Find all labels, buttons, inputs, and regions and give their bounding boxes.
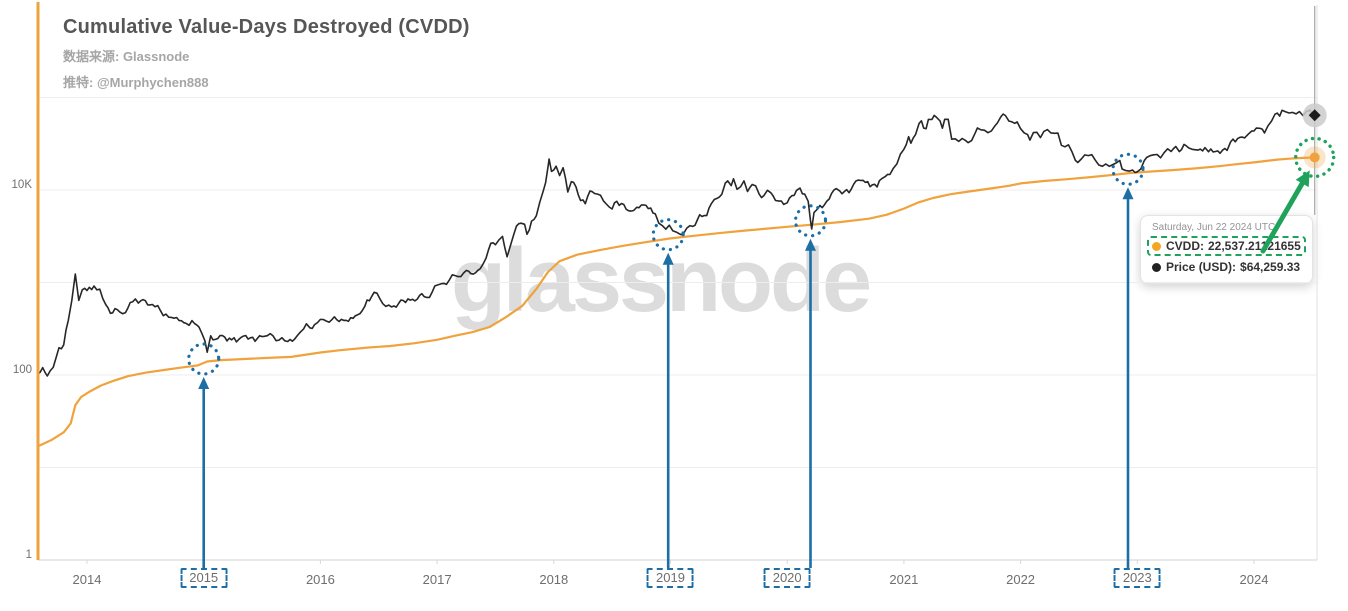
- annotation-dotted-circle-2023: [1111, 152, 1145, 186]
- chart-header: Cumulative Value-Days Destroyed (CVDD) 数…: [63, 16, 470, 91]
- chart-title: Cumulative Value-Days Destroyed (CVDD): [63, 16, 470, 38]
- annotation-dotted-circle-2015: [187, 342, 221, 376]
- y-tick-label-10K: 10K: [12, 179, 33, 191]
- annotation-dotted-circle-2020: [793, 204, 828, 238]
- data-source-line: 数据来源: Glassnode: [63, 49, 190, 64]
- tooltip-cvdd-value: 22,537.21121655: [1208, 239, 1301, 253]
- cvdd-endpoint-dotted-ring: [1293, 136, 1336, 179]
- tooltip-price-label: Price (USD):: [1166, 260, 1237, 274]
- annotation-arrow-head-icon-2023: [1122, 187, 1134, 200]
- twitter-handle-line: 推特: @Murphychen888: [63, 75, 209, 90]
- y-tick-label-100: 100: [13, 364, 32, 376]
- tooltip-price-row: Price (USD): $64,259.33: [1150, 258, 1303, 276]
- chart-tooltip: Saturday, Jun 22 2024 UTC CVDD: 22,537.2…: [1140, 215, 1313, 284]
- green-arrow-line: [1260, 180, 1305, 254]
- tooltip-price-value: $64,259.33: [1240, 260, 1301, 274]
- annotation-arrow-head-icon-2015: [198, 377, 210, 389]
- cvdd-line: [36, 156, 1316, 448]
- annotation-arrow-head-icon-2019: [662, 252, 674, 265]
- annotation-arrow-head-icon-2020: [805, 238, 816, 251]
- glassnode-watermark: glassnode: [450, 231, 872, 331]
- price-line: [37, 109, 1315, 377]
- tooltip-cvdd-label: CVDD:: [1166, 239, 1204, 253]
- annotation-dotted-circle-2019: [651, 218, 685, 252]
- tooltip-date: Saturday, Jun 22 2024 UTC: [1152, 222, 1276, 233]
- tooltip-cvdd-row: CVDD: 22,537.21121655: [1147, 236, 1306, 256]
- green-arrow-head-icon: [1295, 170, 1310, 188]
- y-tick-label-1: 1: [26, 549, 32, 561]
- cvdd-series-dot-icon: [1152, 241, 1161, 251]
- price-hover-marker-icon: [1308, 109, 1321, 122]
- cvdd-endpoint-dot: [1309, 152, 1320, 163]
- price-series-dot-icon: [1152, 262, 1161, 272]
